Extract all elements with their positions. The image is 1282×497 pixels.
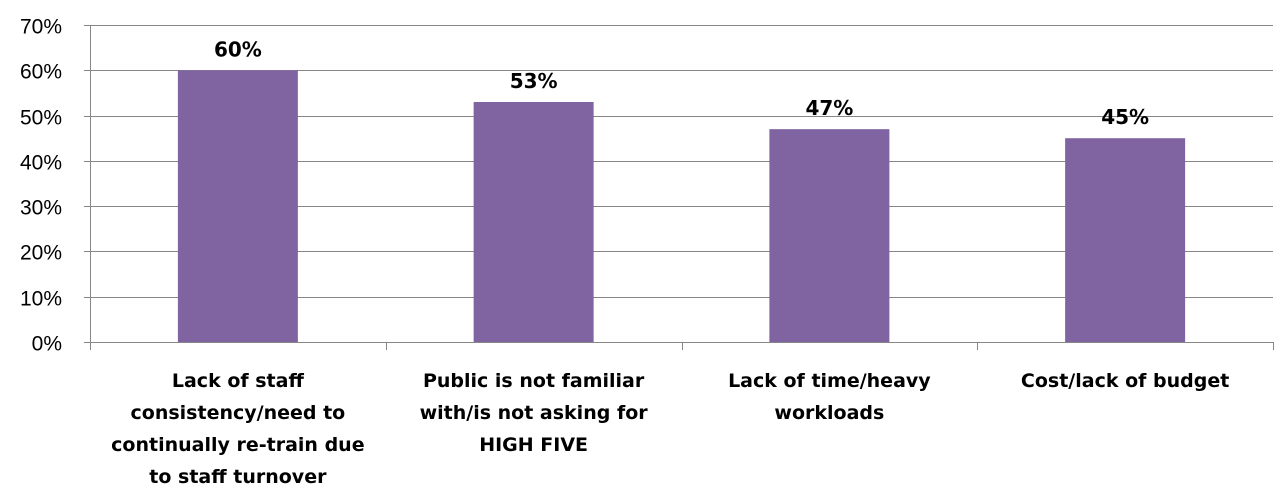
y-tick-label: 40% — [20, 152, 62, 175]
category-label-line: Lack of time/heavy — [728, 370, 931, 392]
y-tick-label: 60% — [20, 61, 62, 84]
category-label-line: with/is not asking for — [420, 402, 649, 424]
category-label: Lack of staff consistency/need to continua… — [111, 370, 364, 488]
data-label: 60% — [214, 37, 262, 61]
x-axis — [90, 25, 1274, 350]
category-label-line: HIGH FIVE — [479, 434, 588, 456]
bar — [1065, 138, 1186, 342]
category-label-line: to staff turnover — [149, 466, 327, 488]
y-tick-label: 0% — [32, 333, 62, 356]
category-label-line: Public is not familiar — [423, 370, 645, 392]
bars — [177, 70, 1186, 343]
category-label-line: consistency/need to — [131, 402, 346, 424]
category-label-line: continually re-train due — [111, 434, 364, 456]
category-label-line: Lack of staff — [172, 370, 305, 392]
category-label: Public is not familiar with/is not asking… — [420, 370, 649, 456]
category-labels: Lack of staff consistency/need to continua… — [111, 370, 1229, 488]
category-label-line: workloads — [774, 402, 884, 424]
y-tick-label: 10% — [20, 288, 62, 311]
data-label: 47% — [805, 96, 853, 120]
data-label: 45% — [1101, 105, 1149, 129]
y-tick-label: 70% — [20, 16, 62, 39]
category-label: Lack of time/heavy workloads — [728, 370, 931, 424]
category-label-line: Cost/lack of budget — [1021, 370, 1229, 392]
data-label: 53% — [510, 69, 558, 93]
category-label: Cost/lack of budget — [1021, 370, 1229, 392]
bar — [177, 70, 298, 343]
y-tick-label: 20% — [20, 242, 62, 265]
bar — [769, 129, 890, 342]
y-axis-tick-labels: 0% 10% 20% 30% 40% 50% 60% 70% — [20, 16, 90, 356]
bar — [473, 101, 594, 342]
y-tick-label: 50% — [20, 107, 62, 130]
y-tick-label: 30% — [20, 197, 62, 220]
data-labels: 60% 53% 47% 45% — [214, 37, 1149, 129]
